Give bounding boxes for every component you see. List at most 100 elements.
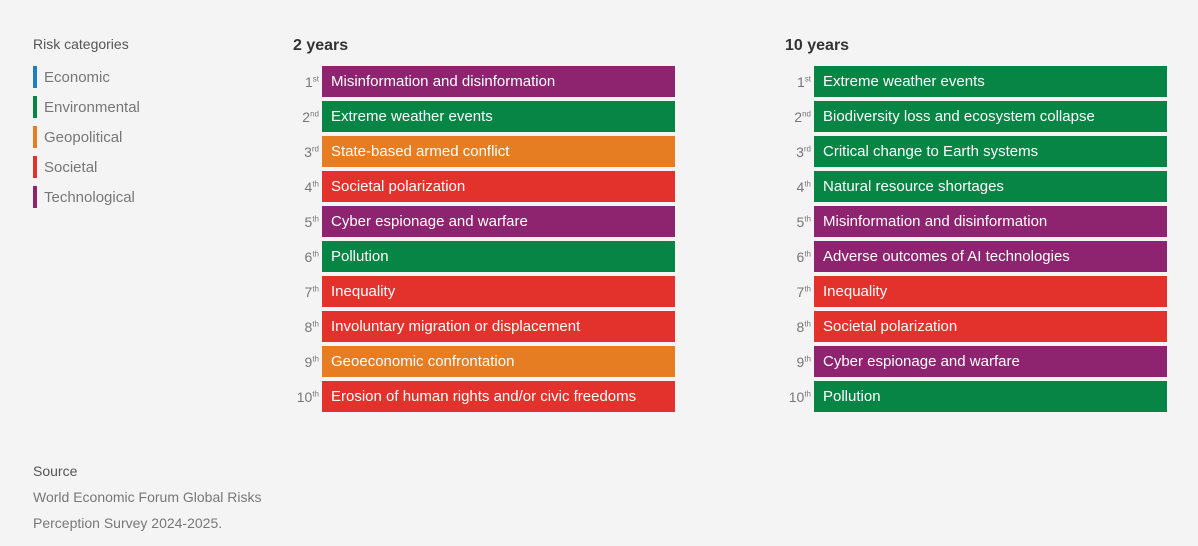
- rank-suffix: st: [804, 73, 811, 83]
- rank-value: 9: [796, 353, 805, 370]
- rank-row: 10th Erosion of human rights and/or civic…: [284, 379, 675, 414]
- rank-suffix: th: [312, 178, 319, 188]
- legend-items: Economic Environmental Geopolitical Societa…: [33, 62, 140, 212]
- rows-2-years: 1st Misinformation and disinformation 2nd E…: [284, 64, 675, 414]
- rank-value: 7: [796, 283, 805, 300]
- risk-bar: Adverse outcomes of AI technologies: [814, 241, 1167, 272]
- rank-row: 4th Natural resource shortages: [776, 169, 1167, 204]
- risk-bar: Erosion of human rights and/or civic fre…: [322, 381, 675, 412]
- rank-suffix: th: [804, 353, 811, 363]
- rank-number: 3rd: [776, 144, 814, 160]
- legend-label: Geopolitical: [44, 128, 123, 146]
- rank-suffix: th: [312, 353, 319, 363]
- rank-suffix: rd: [311, 143, 319, 153]
- rank-number: 8th: [284, 319, 322, 335]
- rank-row: 9th Cyber espionage and warfare: [776, 344, 1167, 379]
- rank-number: 2nd: [284, 109, 322, 125]
- ranking-2-years: 2 years 1st Misinformation and disinforma…: [284, 36, 675, 414]
- rank-number: 2nd: [776, 109, 814, 125]
- rank-suffix: th: [804, 248, 811, 258]
- rank-row: 5th Cyber espionage and warfare: [284, 204, 675, 239]
- rank-suffix: th: [804, 178, 811, 188]
- rank-number: 1st: [284, 74, 322, 90]
- rank-number: 1st: [776, 74, 814, 90]
- rank-row: 4th Societal polarization: [284, 169, 675, 204]
- rank-row: 10th Pollution: [776, 379, 1167, 414]
- legend-label: Environmental: [44, 98, 140, 116]
- rank-value: 7: [304, 283, 313, 300]
- legend-item-technological: Technological: [33, 182, 140, 212]
- rank-value: 6: [304, 248, 313, 265]
- rank-suffix: th: [312, 388, 319, 398]
- legend-item-geopolitical: Geopolitical: [33, 122, 140, 152]
- rank-value: 2: [302, 108, 311, 125]
- rank-number: 9th: [776, 354, 814, 370]
- rank-suffix: nd: [802, 108, 811, 118]
- rank-value: 9: [304, 353, 313, 370]
- source-note: Source World Economic Forum Global Risks…: [33, 458, 261, 536]
- legend-swatch: [33, 186, 37, 208]
- rank-row: 3rd State-based armed conflict: [284, 134, 675, 169]
- rank-suffix: st: [312, 73, 319, 83]
- risk-bar: Critical change to Earth systems: [814, 136, 1167, 167]
- legend-item-environmental: Environmental: [33, 92, 140, 122]
- rank-suffix: nd: [310, 108, 319, 118]
- source-line-2: Perception Survey 2024-2025.: [33, 515, 223, 531]
- rank-row: 6th Pollution: [284, 239, 675, 274]
- column-title-2-years: 2 years: [293, 37, 349, 54]
- legend-label: Economic: [44, 68, 110, 86]
- legend-item-economic: Economic: [33, 62, 140, 92]
- rank-row: 5th Misinformation and disinformation: [776, 204, 1167, 239]
- rank-value: 1: [304, 73, 313, 90]
- rank-number: 10th: [284, 389, 322, 405]
- legend-swatch: [33, 96, 37, 118]
- rank-value: 8: [304, 318, 313, 335]
- source-title: Source: [33, 463, 78, 479]
- risk-bar: Extreme weather events: [814, 66, 1167, 97]
- rank-row: 8th Societal polarization: [776, 309, 1167, 344]
- rank-row: 8th Involuntary migration or displacement: [284, 309, 675, 344]
- rank-number: 7th: [776, 284, 814, 300]
- rank-row: 2nd Biodiversity loss and ecosystem colla…: [776, 99, 1167, 134]
- rank-suffix: th: [804, 213, 811, 223]
- risk-bar: Inequality: [322, 276, 675, 307]
- risk-bar: Misinformation and disinformation: [322, 66, 675, 97]
- rows-10-years: 1st Extreme weather events 2nd Biodiversity…: [776, 64, 1167, 414]
- rank-suffix: th: [312, 283, 319, 293]
- legend-swatch: [33, 126, 37, 148]
- rank-number: 6th: [284, 249, 322, 265]
- rank-suffix: th: [312, 318, 319, 328]
- rank-suffix: th: [804, 388, 811, 398]
- rank-suffix: rd: [803, 143, 811, 153]
- rank-row: 7th Inequality: [776, 274, 1167, 309]
- legend-label: Societal: [44, 158, 98, 176]
- legend-item-societal: Societal: [33, 152, 140, 182]
- rank-value: 3: [796, 143, 804, 160]
- legend-title: Risk categories: [33, 36, 129, 52]
- risk-bar: Pollution: [322, 241, 675, 272]
- rank-row: 1st Misinformation and disinformation: [284, 64, 675, 99]
- rank-value: 2: [794, 108, 803, 125]
- rank-number: 6th: [776, 249, 814, 265]
- rank-value: 1: [796, 73, 805, 90]
- rank-number: 4th: [284, 179, 322, 195]
- risk-bar: Extreme weather events: [322, 101, 675, 132]
- risk-bar: Societal polarization: [322, 171, 675, 202]
- rank-suffix: th: [804, 283, 811, 293]
- rank-suffix: th: [804, 318, 811, 328]
- column-title-10-years: 10 years: [785, 37, 850, 54]
- rank-number: 7th: [284, 284, 322, 300]
- rank-row: 2nd Extreme weather events: [284, 99, 675, 134]
- rank-suffix: th: [312, 213, 319, 223]
- rank-row: 3rd Critical change to Earth systems: [776, 134, 1167, 169]
- risk-bar: Geoeconomic confrontation: [322, 346, 675, 377]
- legend-swatch: [33, 156, 37, 178]
- risk-bar: Cyber espionage and warfare: [814, 346, 1167, 377]
- risk-bar: Cyber espionage and warfare: [322, 206, 675, 237]
- rank-value: 6: [796, 248, 805, 265]
- rank-number: 4th: [776, 179, 814, 195]
- rank-suffix: th: [312, 248, 319, 258]
- rank-value: 5: [796, 213, 805, 230]
- risk-bar: Misinformation and disinformation: [814, 206, 1167, 237]
- rank-number: 5th: [284, 214, 322, 230]
